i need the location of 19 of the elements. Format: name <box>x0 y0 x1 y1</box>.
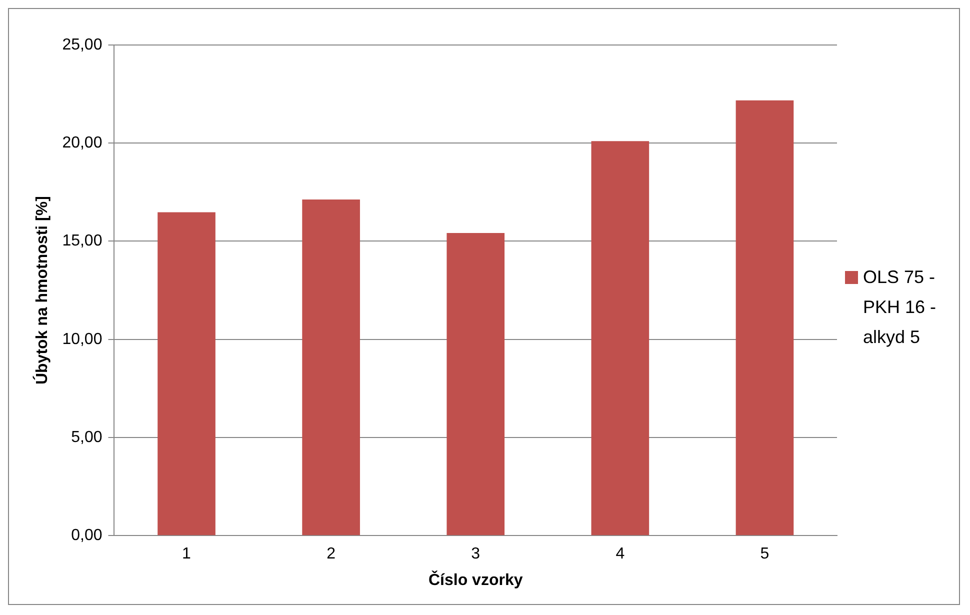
y-tick-label: 10,00 <box>62 330 102 348</box>
x-tick-label: 3 <box>471 546 480 563</box>
x-axis-title: Číslo vzorky <box>428 570 523 589</box>
bar <box>302 199 360 536</box>
x-tick-label: 5 <box>760 546 770 563</box>
bar <box>446 233 505 536</box>
y-tick-label: 15,00 <box>62 232 102 250</box>
y-tick-label: 5,00 <box>71 428 102 446</box>
y-tick-label: 20,00 <box>62 134 102 152</box>
x-tick-label: 4 <box>616 546 625 563</box>
legend-label: OLS 75 - PKH 16 - alkyd 5 <box>863 266 938 349</box>
x-tick-label: 1 <box>182 546 192 563</box>
y-axis-title: Úbytok na hmotnosti [%] <box>32 196 52 385</box>
bar <box>158 212 216 536</box>
x-tick-label: 2 <box>326 546 336 563</box>
y-tick-label: 25,00 <box>62 36 102 54</box>
bar <box>591 141 650 536</box>
bar <box>736 100 794 536</box>
y-tick-label: 0,00 <box>71 527 102 544</box>
